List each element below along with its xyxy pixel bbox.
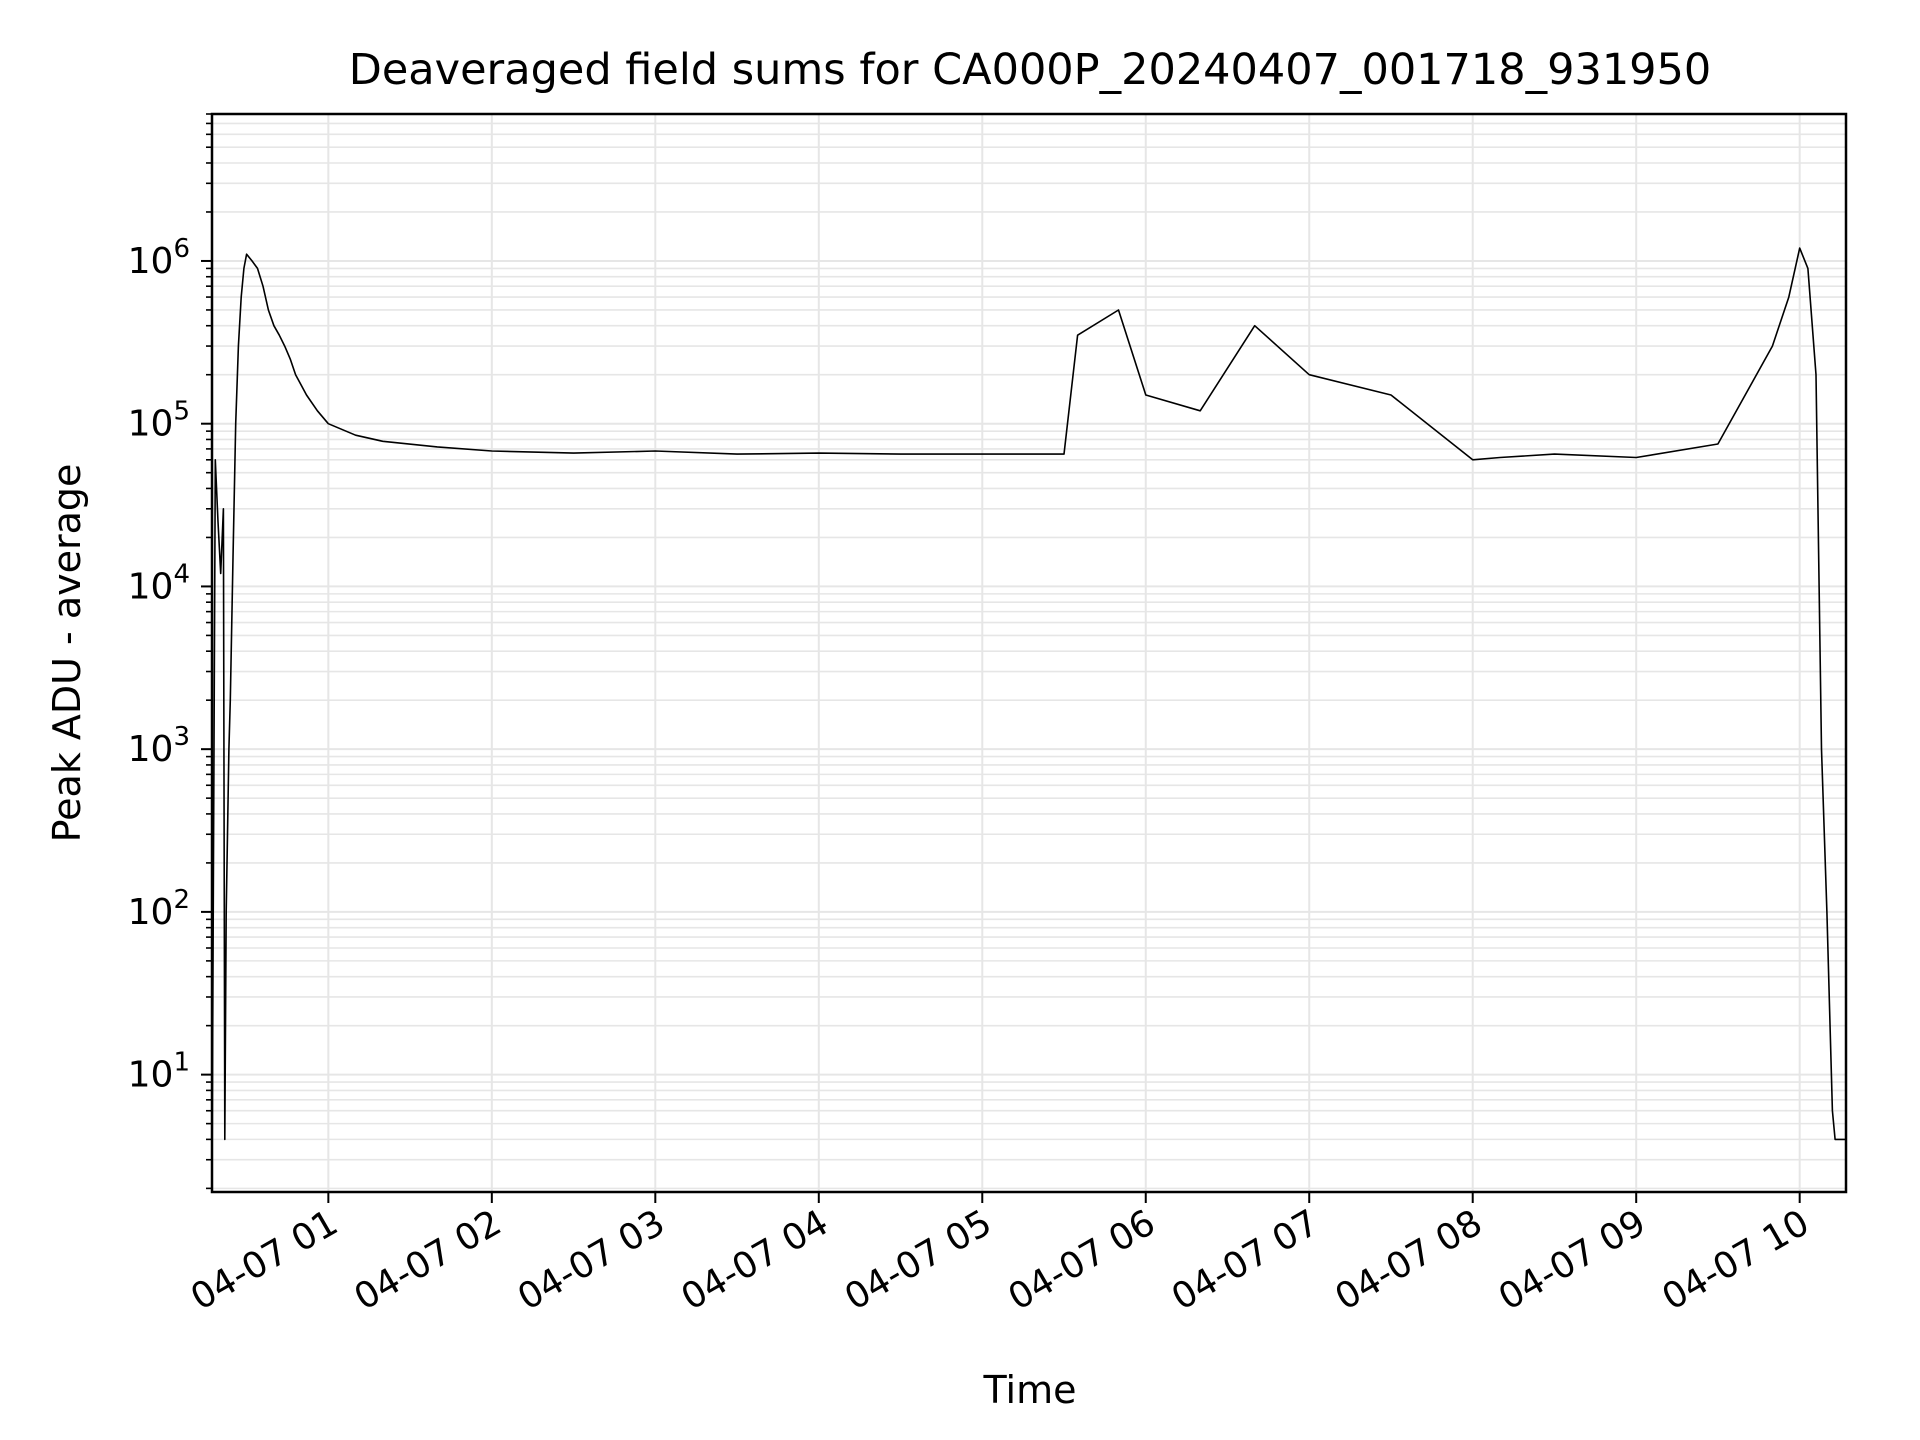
y-tick-label: 106 bbox=[128, 234, 190, 282]
y-tick-label: 105 bbox=[128, 397, 190, 445]
plot-area bbox=[211, 247, 1846, 1189]
chart-title: Deaveraged field sums for CA000P_2024040… bbox=[349, 45, 1712, 95]
y-axis-label: Peak ADU - average bbox=[45, 464, 89, 843]
y-tick-label: 104 bbox=[128, 559, 190, 607]
grid bbox=[212, 113, 1846, 1192]
y-tick-label: 101 bbox=[128, 1048, 190, 1096]
plot-frame bbox=[210, 112, 1848, 1194]
y-axis: 101 102 103 104 105 106 bbox=[128, 113, 212, 1190]
series-line bbox=[211, 247, 1846, 1189]
y-tick-label: 103 bbox=[128, 722, 190, 770]
y-tick-label: 102 bbox=[128, 885, 190, 933]
x-axis-label: Time bbox=[983, 1368, 1077, 1412]
